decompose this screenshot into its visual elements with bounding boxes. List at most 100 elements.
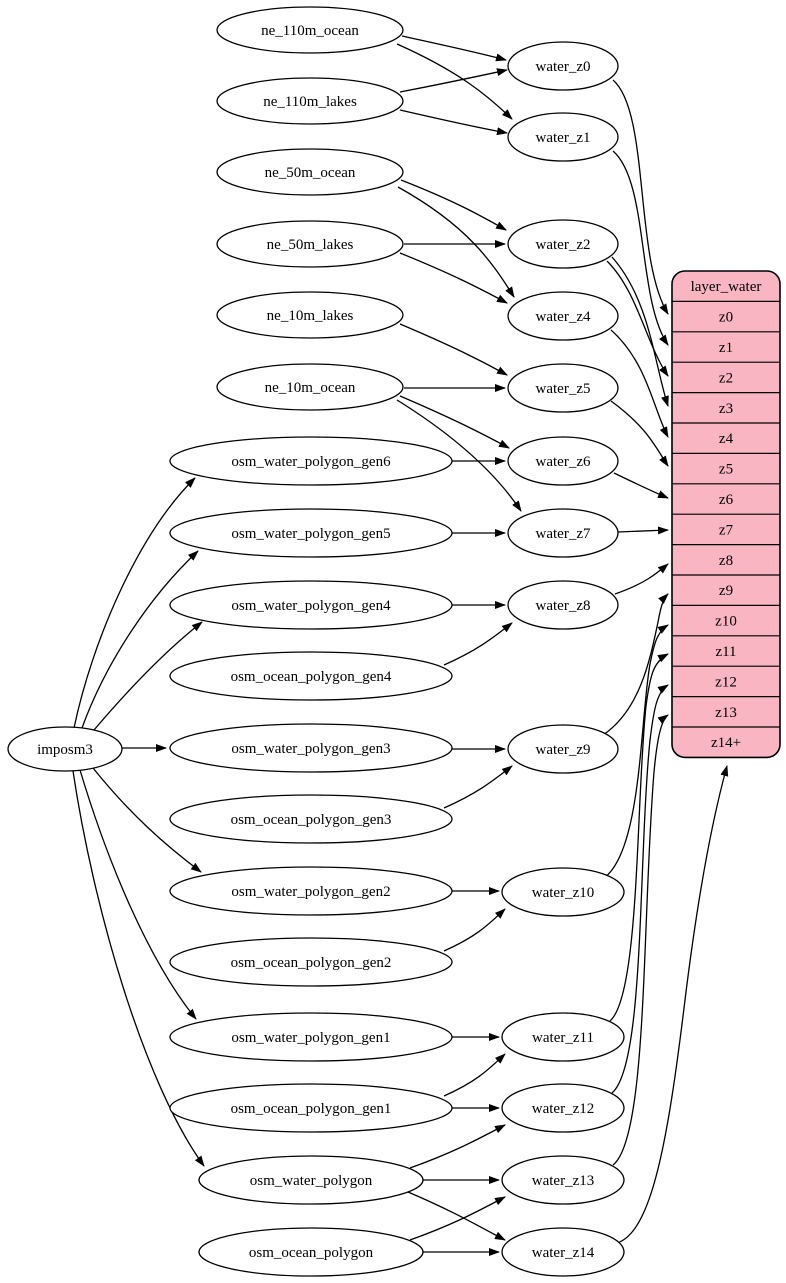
node-ne_50m_lakes-shape: [216, 220, 404, 268]
node-ne_10m_ocean: ne_10m_ocean: [216, 363, 404, 411]
node-water_z1-label: water_z1: [536, 130, 591, 146]
edge-osm_water_polygon-to-water_z12: [409, 1124, 506, 1169]
node-osm_water_polygon_gen3-shape: [169, 723, 453, 773]
node-water_z9: water_z9: [507, 724, 619, 774]
node-water_z9-label: water_z9: [536, 742, 591, 758]
node-osm_water_polygon_gen4: osm_water_polygon_gen4: [169, 580, 453, 630]
table-row-z9: z9: [719, 583, 733, 599]
edge-water_z12-to-z12: [611, 684, 669, 1094]
edge-ne_110m_lakes-to-water_z1: [399, 109, 508, 136]
node-osm_water_polygon_gen6-shape: [169, 436, 453, 486]
node-water_z10-label: water_z10: [532, 885, 594, 901]
node-water_z5-shape: [507, 363, 619, 413]
edge-ne_50m_ocean-to-water_z2: [400, 179, 507, 231]
table-layer-water: layer_water z0 z1 z2 z3 z4 z5 z6 z7 z8 z9 z10 z11 z12…: [671, 270, 781, 759]
node-water_z10: water_z10: [501, 867, 625, 917]
edge-water_z7-to-z7: [617, 526, 669, 535]
node-ne_10m_ocean-label: ne_10m_ocean: [265, 380, 356, 396]
edge-water_z9-to-z9: [602, 593, 669, 736]
node-osm_water_polygon_gen6-label: osm_water_polygon_gen6: [231, 454, 391, 470]
edge-ne_10m_lakes-to-water_z5: [399, 323, 508, 376]
node-water_z1-shape: [507, 112, 619, 162]
edge-ne_10m_ocean-to-water_z6: [399, 395, 510, 449]
table-row-z4: z4: [719, 431, 734, 447]
table-row-z11: z11: [715, 644, 736, 660]
node-osm_ocean_polygon_gen2-label: osm_ocean_polygon_gen2: [231, 955, 392, 971]
node-water_z0-shape: [507, 41, 619, 91]
node-osm_water_polygon-label: osm_water_polygon: [250, 1173, 373, 1189]
edge-water_z10-to-z10: [603, 624, 669, 879]
node-ne_110m_lakes-label: ne_110m_lakes: [263, 94, 357, 110]
node-water_z6: water_z6: [507, 436, 619, 486]
table-row-z3: z3: [719, 401, 733, 417]
node-ne_10m_lakes-shape: [216, 291, 404, 339]
node-osm_ocean_polygon_gen3-label: osm_ocean_polygon_gen3: [231, 812, 392, 828]
node-osm_water_polygon_gen6: osm_water_polygon_gen6: [169, 436, 453, 486]
edge-osm_ocean_polygon_gen4-to-water_z8: [443, 622, 513, 666]
node-imposm3: imposm3: [7, 726, 123, 772]
node-osm_water_polygon_gen3: osm_water_polygon_gen3: [169, 723, 453, 773]
node-water_z7-label: water_z7: [536, 526, 591, 542]
node-water_z0: water_z0: [507, 41, 619, 91]
table-row-z6: z6: [719, 492, 734, 508]
table-row-z14+: z14+: [711, 735, 741, 751]
table-row-z0: z0: [719, 310, 733, 326]
node-osm_ocean_polygon_gen4-shape: [169, 651, 453, 701]
edge-water_z4-to-z4: [610, 329, 669, 438]
edge-water_z1-to-z1: [612, 150, 669, 346]
table-row-z13: z13: [715, 705, 737, 721]
node-osm_water_polygon_gen4-shape: [169, 580, 453, 630]
node-osm_ocean_polygon_gen3: osm_ocean_polygon_gen3: [169, 794, 453, 844]
node-ne_50m_ocean-label: ne_50m_ocean: [265, 165, 356, 181]
node-osm_water_polygon_gen5: osm_water_polygon_gen5: [169, 508, 453, 558]
edge-imposm3-to-osm_water_polygon_gen2: [92, 767, 202, 873]
edge-water_z5-to-z5: [610, 400, 669, 467]
node-osm_water_polygon_gen2-shape: [169, 866, 453, 916]
node-water_z4-shape: [507, 291, 619, 341]
node-water_z5-label: water_z5: [536, 381, 591, 397]
node-ne_110m_lakes-shape: [216, 77, 404, 125]
node-osm_water_polygon_gen1-shape: [169, 1012, 453, 1062]
node-ne_50m_lakes-label: ne_50m_lakes: [267, 237, 354, 253]
node-water_z14: water_z14: [501, 1227, 625, 1277]
node-water_z13-shape: [501, 1155, 625, 1205]
node-ne_10m_lakes-label: ne_10m_lakes: [267, 308, 354, 324]
edge-imposm3-to-osm_water_polygon_gen5: [81, 550, 199, 729]
edge-imposm3-to-osm_water_polygon_gen4: [93, 621, 203, 731]
node-water_z13-label: water_z13: [532, 1173, 594, 1189]
edge-ne_50m_lakes-to-water_z4: [399, 252, 508, 304]
node-osm_water_polygon_gen1-label: osm_water_polygon_gen1: [231, 1030, 390, 1046]
node-water_z5: water_z5: [507, 363, 619, 413]
node-ne_10m_lakes: ne_10m_lakes: [216, 291, 404, 339]
node-water_z2-shape: [507, 219, 619, 269]
edge-imposm3-to-osm_water_polygon: [72, 770, 205, 1167]
node-ne_110m_ocean-label: ne_110m_ocean: [261, 23, 359, 39]
node-water_z10-shape: [501, 867, 625, 917]
node-water_z14-label: water_z14: [532, 1245, 595, 1261]
table-row-z12: z12: [715, 674, 737, 690]
node-water_z2: water_z2: [507, 219, 619, 269]
edge-osm_ocean_polygon_gen1-to-water_z11: [443, 1053, 506, 1097]
edge-water_z14-to-z14+: [616, 765, 729, 1244]
node-ne_110m_ocean: ne_110m_ocean: [216, 6, 404, 54]
table-row-z5: z5: [719, 462, 733, 478]
node-osm_water_polygon_gen5-shape: [169, 508, 453, 558]
node-imposm3-shape: [7, 726, 123, 772]
table-row-z7: z7: [719, 522, 734, 538]
node-osm_ocean_polygon_gen2-shape: [169, 937, 453, 987]
node-osm_water_polygon_gen4-label: osm_water_polygon_gen4: [231, 598, 391, 614]
edge-water_z2-to-z2: [606, 260, 669, 377]
node-osm_water_polygon_gen5-label: osm_water_polygon_gen5: [231, 526, 390, 542]
table-row-z1: z1: [719, 340, 733, 356]
edge-water_z0-to-z0: [612, 79, 669, 315]
node-water_z11: water_z11: [501, 1012, 625, 1062]
edge-water_z8-to-z8: [614, 563, 669, 595]
node-water_z6-label: water_z6: [536, 454, 591, 470]
node-water_z12-label: water_z12: [532, 1101, 594, 1117]
node-osm_water_polygon_gen3-label: osm_water_polygon_gen3: [231, 741, 390, 757]
node-water_z12-shape: [501, 1083, 625, 1133]
node-ne_50m_ocean: ne_50m_ocean: [216, 148, 404, 196]
table-row-z2: z2: [719, 370, 733, 386]
node-osm_ocean_polygon_gen1-shape: [169, 1083, 453, 1133]
